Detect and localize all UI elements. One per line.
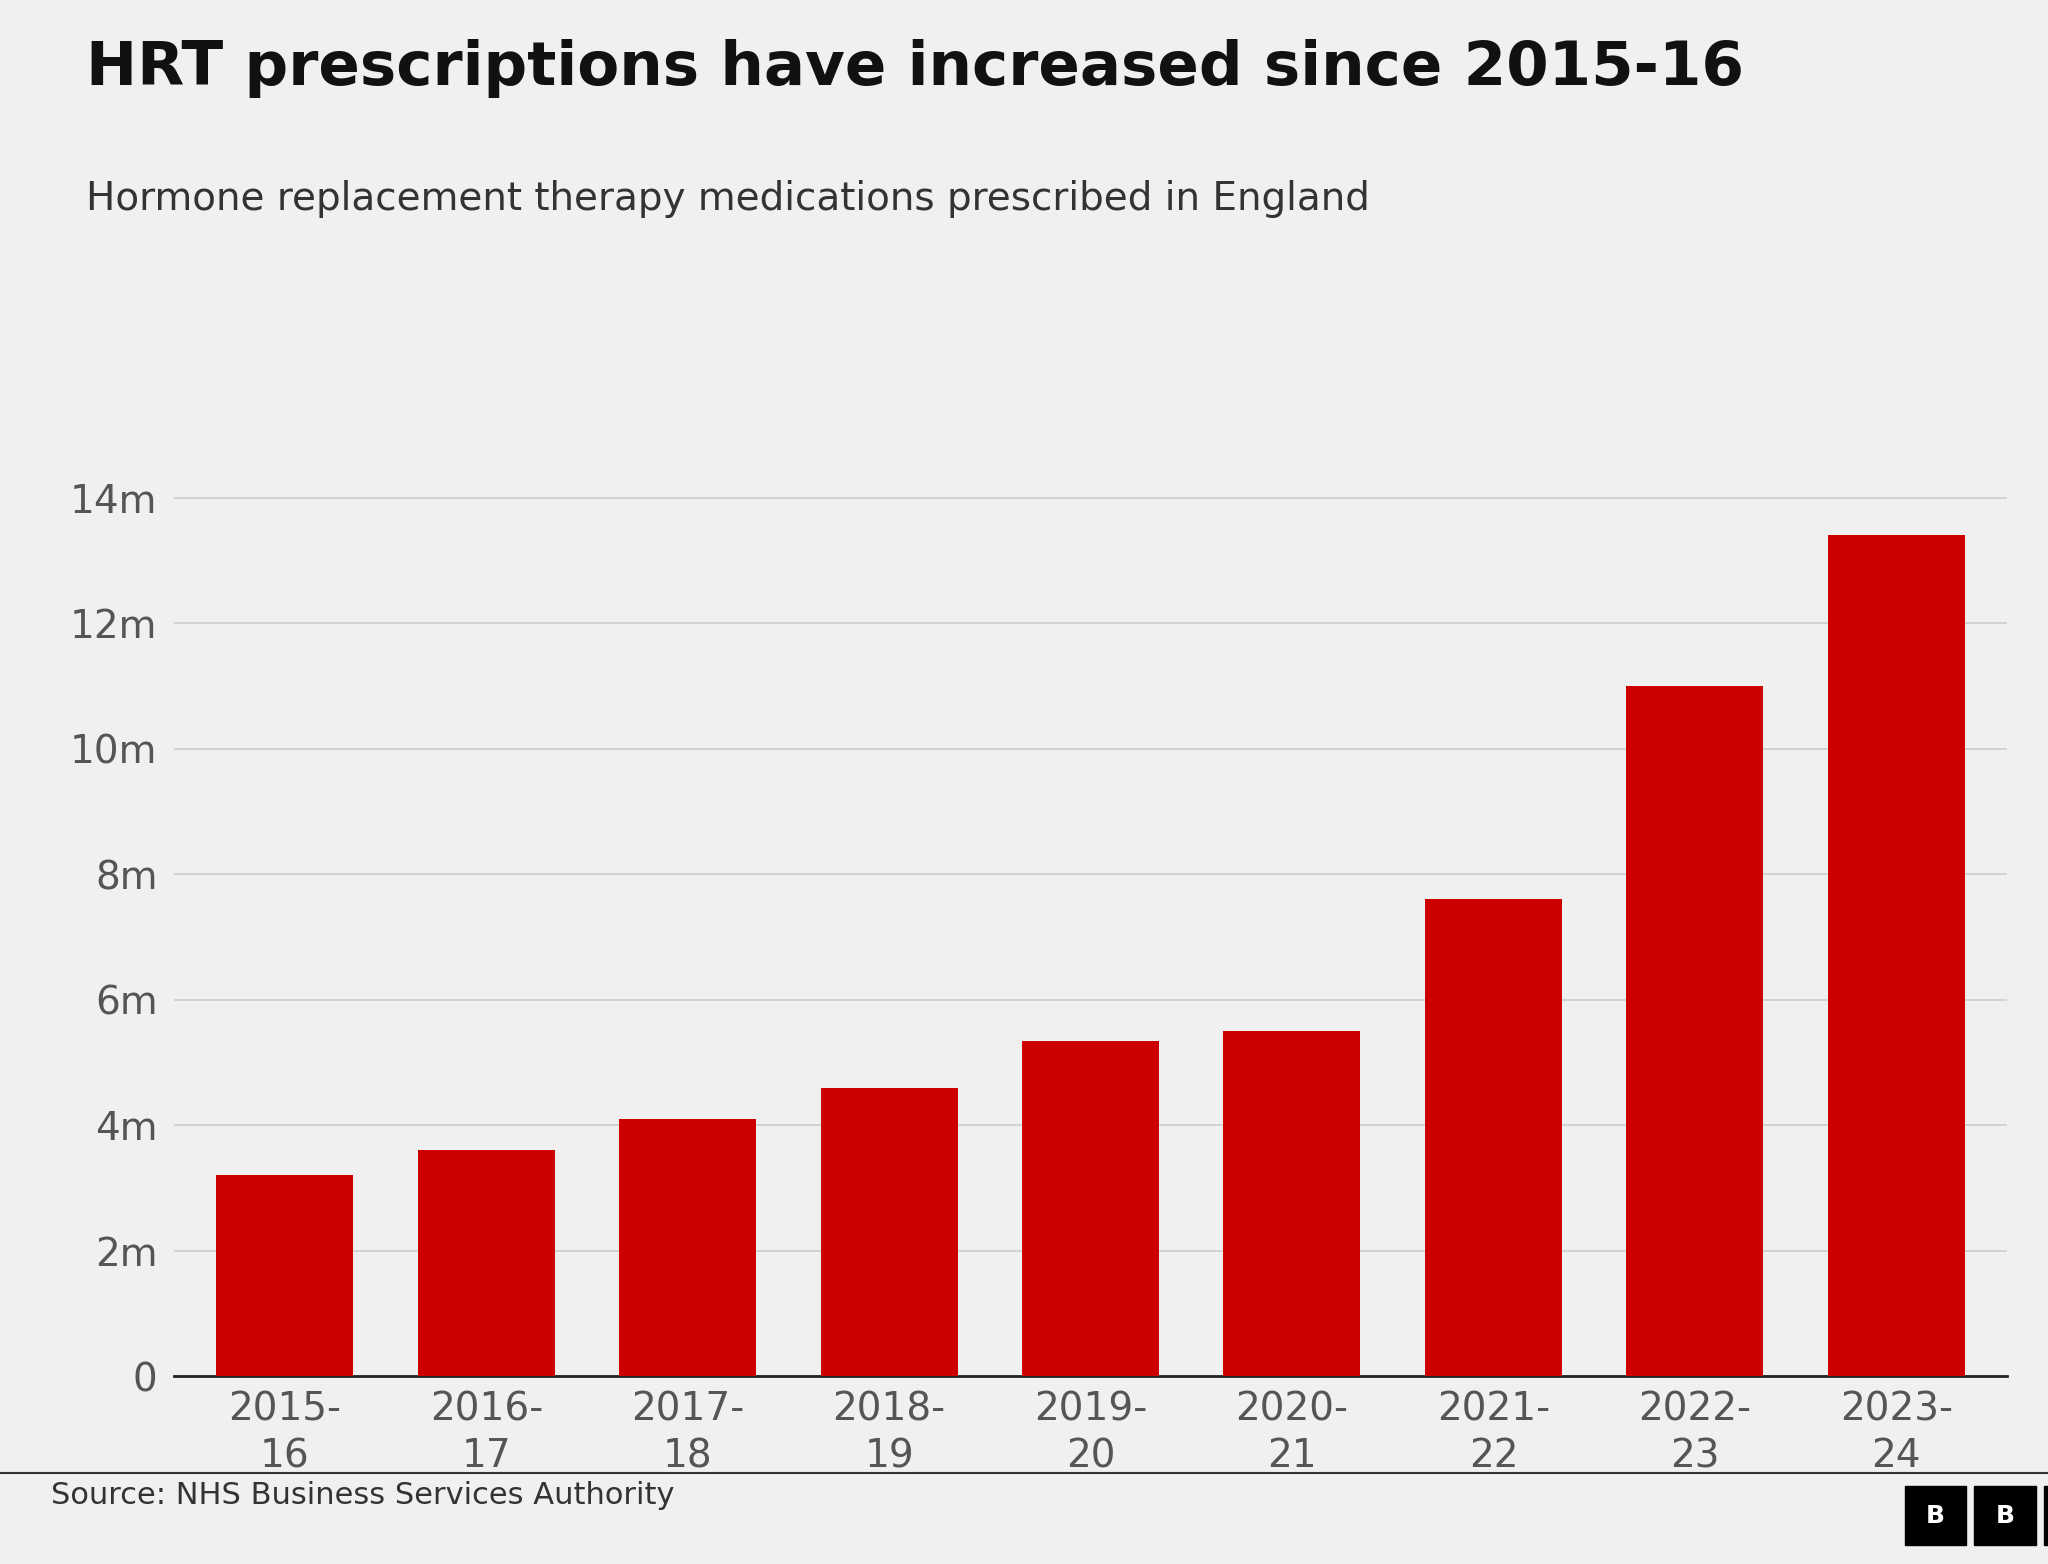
Bar: [217, 1176, 354, 1376]
Text: B: B: [1925, 1503, 1946, 1528]
Text: Source: NHS Business Services Authority: Source: NHS Business Services Authority: [51, 1481, 674, 1511]
Bar: [618, 1118, 756, 1376]
Bar: [1022, 1040, 1159, 1376]
Bar: [1425, 899, 1563, 1376]
Text: B: B: [1995, 1503, 2015, 1528]
Bar: [821, 1087, 958, 1376]
Bar: [1827, 535, 1964, 1376]
Bar: [1223, 1031, 1360, 1376]
Text: Hormone replacement therapy medications prescribed in England: Hormone replacement therapy medications …: [86, 180, 1370, 217]
Bar: [418, 1151, 555, 1376]
Text: HRT prescriptions have increased since 2015-16: HRT prescriptions have increased since 2…: [86, 39, 1745, 99]
Bar: [1626, 687, 1763, 1376]
